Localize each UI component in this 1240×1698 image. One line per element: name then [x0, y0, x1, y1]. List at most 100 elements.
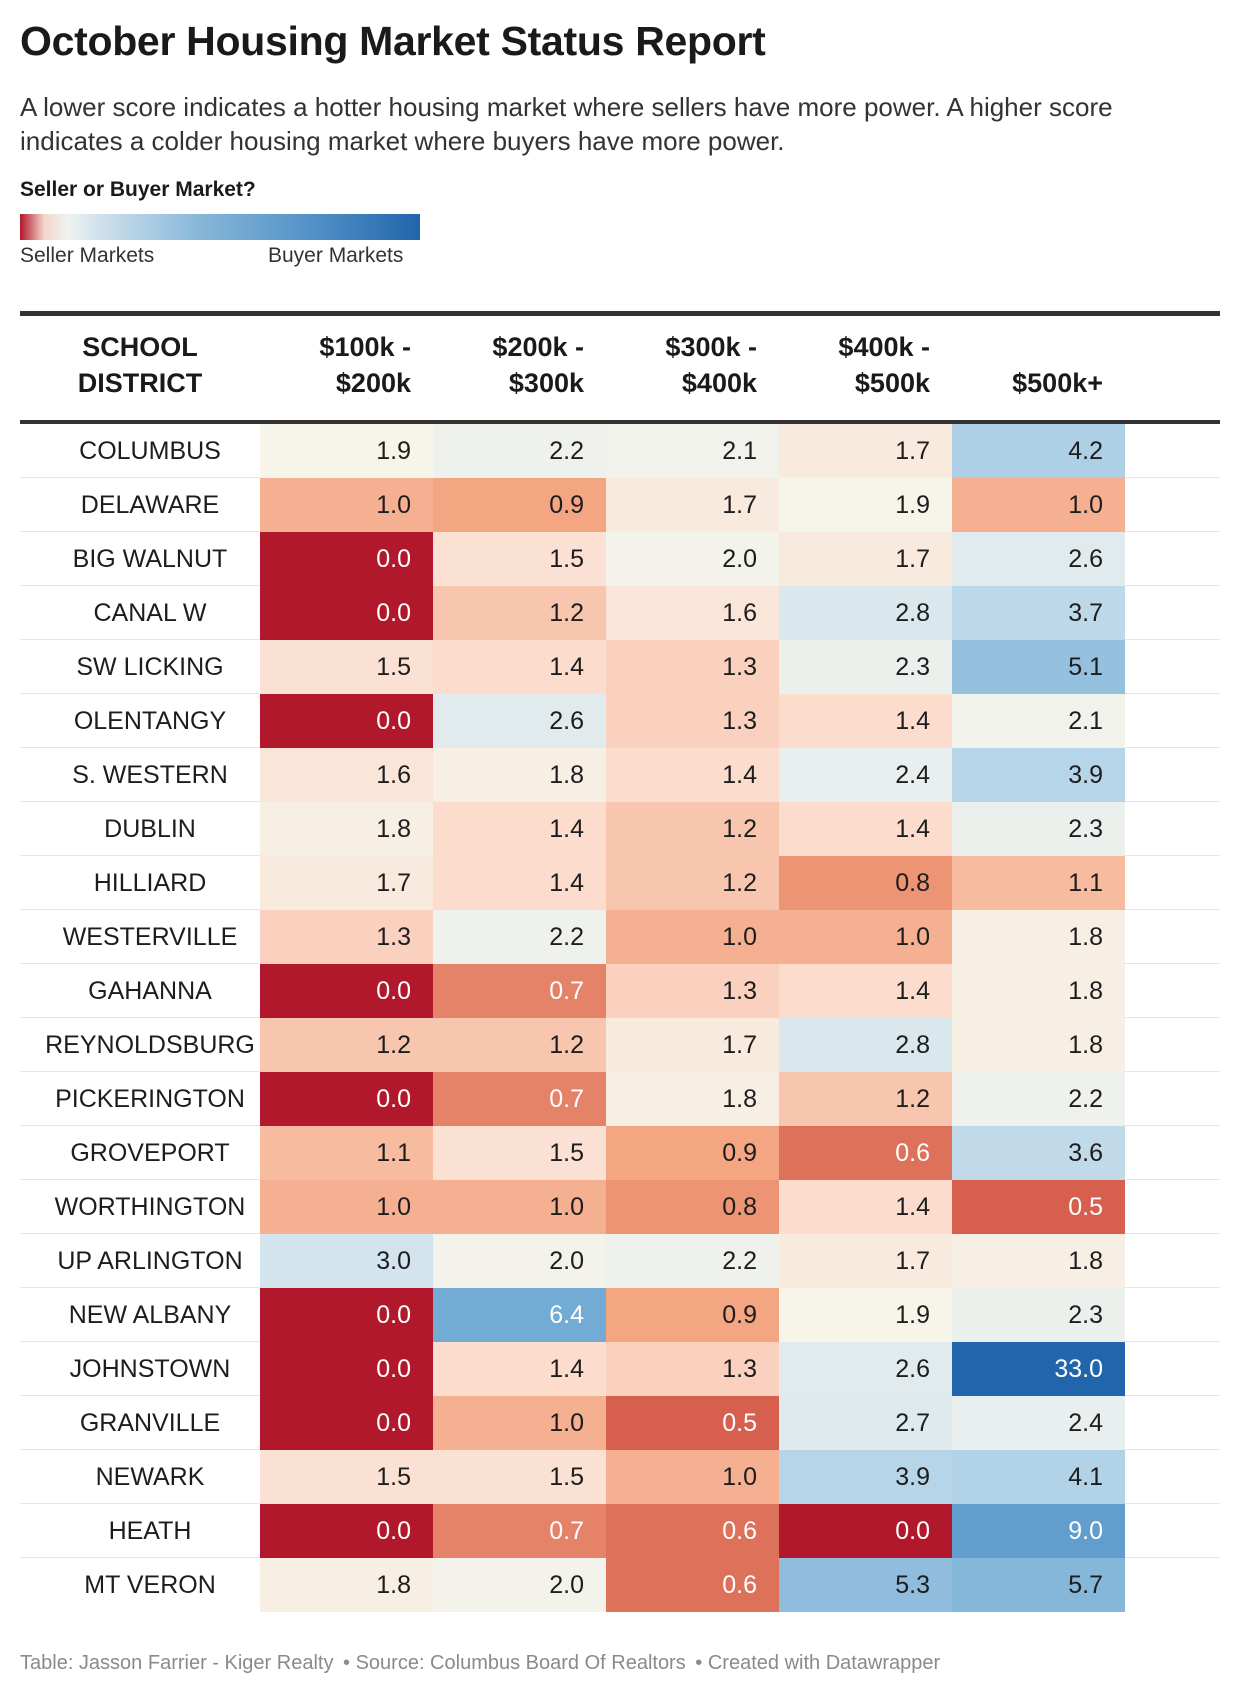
column-header-price-range: $200k - $300k	[492, 332, 584, 398]
table-row: WESTERVILLE 1.3 2.2 1.0 1.0 1.8	[20, 910, 1220, 964]
score-cell: 1.4	[433, 802, 606, 856]
score-cell: 1.0	[260, 478, 433, 532]
score-cell: 0.6	[606, 1558, 779, 1612]
score-cell: 2.0	[606, 532, 779, 586]
legend-right-label: Buyer Markets	[268, 244, 404, 267]
score-cell: 1.8	[952, 964, 1125, 1018]
score-cell: 3.9	[952, 748, 1125, 802]
score-cell: 2.4	[779, 748, 952, 802]
table-top-rule	[20, 311, 1220, 316]
score-cell: 1.3	[260, 910, 433, 964]
table-row: WORTHINGTON 1.0 1.0 0.8 1.4 0.5	[20, 1180, 1220, 1234]
score-cell: 0.8	[779, 856, 952, 910]
table-header: SCHOOL DISTRICT $100k - $200k $200k - $300…	[20, 316, 1220, 421]
score-cell: 0.0	[260, 694, 433, 748]
score-cell: 1.4	[779, 694, 952, 748]
score-cell: 1.7	[779, 532, 952, 586]
district-name: HEATH	[108, 1517, 192, 1545]
score-cell: 0.6	[606, 1504, 779, 1558]
score-cell: 1.4	[779, 1180, 952, 1234]
column-header-district: SCHOOL DISTRICT	[77, 332, 203, 398]
score-cell: 9.0	[952, 1504, 1125, 1558]
score-cell: 2.2	[606, 1234, 779, 1288]
table-row: OLENTANGY 0.0 2.6 1.3 1.4 2.1	[20, 694, 1220, 748]
district-name: PICKERINGTON	[55, 1085, 245, 1113]
district-name: NEW ALBANY	[68, 1301, 232, 1329]
score-cell: 1.8	[260, 802, 433, 856]
district-name: BIG WALNUT	[72, 545, 228, 573]
table-row: COLUMBUS 1.9 2.2 2.1 1.7 4.2	[20, 424, 1220, 478]
table-row: SW LICKING 1.5 1.4 1.3 2.3 5.1	[20, 640, 1220, 694]
score-cell: 4.1	[952, 1450, 1125, 1504]
district-name: DELAWARE	[80, 491, 220, 519]
score-cell: 1.0	[606, 910, 779, 964]
district-name: SW LICKING	[76, 653, 224, 681]
score-cell: 2.2	[433, 910, 606, 964]
score-cell: 1.6	[606, 586, 779, 640]
score-cell: 1.7	[779, 424, 952, 478]
table-row: PICKERINGTON 0.0 0.7 1.8 1.2 2.2	[20, 1072, 1220, 1126]
table-row: BIG WALNUT 0.0 1.5 2.0 1.7 2.6	[20, 532, 1220, 586]
score-cell: 0.0	[260, 1072, 433, 1126]
district-name: S. WESTERN	[72, 761, 228, 789]
district-name: HILLIARD	[93, 869, 207, 897]
score-cell: 1.4	[606, 748, 779, 802]
score-cell: 2.3	[952, 1288, 1125, 1342]
score-cell: 0.0	[779, 1504, 952, 1558]
district-name: COLUMBUS	[79, 437, 221, 465]
score-cell: 2.1	[952, 694, 1125, 748]
score-cell: 0.0	[260, 1504, 433, 1558]
table-row: DELAWARE 1.0 0.9 1.7 1.9 1.0	[20, 478, 1220, 532]
footer-source: • Source: Columbus Board Of Realtors	[343, 1652, 686, 1674]
score-cell: 0.5	[606, 1396, 779, 1450]
score-cell: 33.0	[952, 1342, 1125, 1396]
score-cell: 0.7	[433, 1504, 606, 1558]
score-cell: 1.0	[952, 478, 1125, 532]
table-row: CANAL W 0.0 1.2 1.6 2.8 3.7	[20, 586, 1220, 640]
score-cell: 1.8	[433, 748, 606, 802]
score-cell: 0.6	[779, 1126, 952, 1180]
score-cell: 0.0	[260, 1288, 433, 1342]
score-cell: 1.0	[779, 910, 952, 964]
table-row: MT VERON 1.8 2.0 0.6 5.3 5.7	[20, 1558, 1220, 1612]
score-cell: 1.9	[779, 478, 952, 532]
score-cell: 1.6	[260, 748, 433, 802]
score-cell: 1.8	[260, 1558, 433, 1612]
score-cell: 1.8	[606, 1072, 779, 1126]
score-cell: 2.8	[779, 1018, 952, 1072]
table-row: GAHANNA 0.0 0.7 1.3 1.4 1.8	[20, 964, 1220, 1018]
district-name: GROVEPORT	[70, 1139, 230, 1167]
score-cell: 2.4	[952, 1396, 1125, 1450]
score-cell: 2.3	[779, 640, 952, 694]
legend-left-label: Seller Markets	[20, 244, 155, 267]
score-cell: 1.0	[433, 1180, 606, 1234]
score-cell: 1.8	[952, 1018, 1125, 1072]
score-cell: 2.0	[433, 1558, 606, 1612]
score-cell: 3.6	[952, 1126, 1125, 1180]
score-cell: 1.3	[606, 694, 779, 748]
score-cell: 1.2	[606, 856, 779, 910]
district-name: MT VERON	[84, 1571, 216, 1599]
district-name: UP ARLINGTON	[57, 1247, 243, 1275]
score-cell: 0.0	[260, 1396, 433, 1450]
score-cell: 1.5	[260, 640, 433, 694]
score-cell: 0.0	[260, 964, 433, 1018]
score-cell: 1.4	[433, 1342, 606, 1396]
footer-table-credit: Table: Jasson Farrier - Kiger Realty	[20, 1652, 334, 1674]
score-cell: 1.0	[260, 1180, 433, 1234]
score-cell: 2.1	[606, 424, 779, 478]
score-cell: 1.3	[606, 1342, 779, 1396]
score-cell: 0.0	[260, 532, 433, 586]
score-cell: 1.7	[779, 1234, 952, 1288]
district-name: GRANVILLE	[79, 1409, 221, 1437]
score-cell: 6.4	[433, 1288, 606, 1342]
score-cell: 1.3	[606, 640, 779, 694]
district-name: WESTERVILLE	[62, 923, 238, 951]
table-row: S. WESTERN 1.6 1.8 1.4 2.4 3.9	[20, 748, 1220, 802]
score-cell: 1.7	[606, 1018, 779, 1072]
district-name: WORTHINGTON	[54, 1193, 246, 1221]
score-cell: 0.9	[606, 1126, 779, 1180]
score-cell: 1.1	[260, 1126, 433, 1180]
footer-created-with: • Created with Datawrapper	[695, 1652, 941, 1674]
score-cell: 0.0	[260, 586, 433, 640]
